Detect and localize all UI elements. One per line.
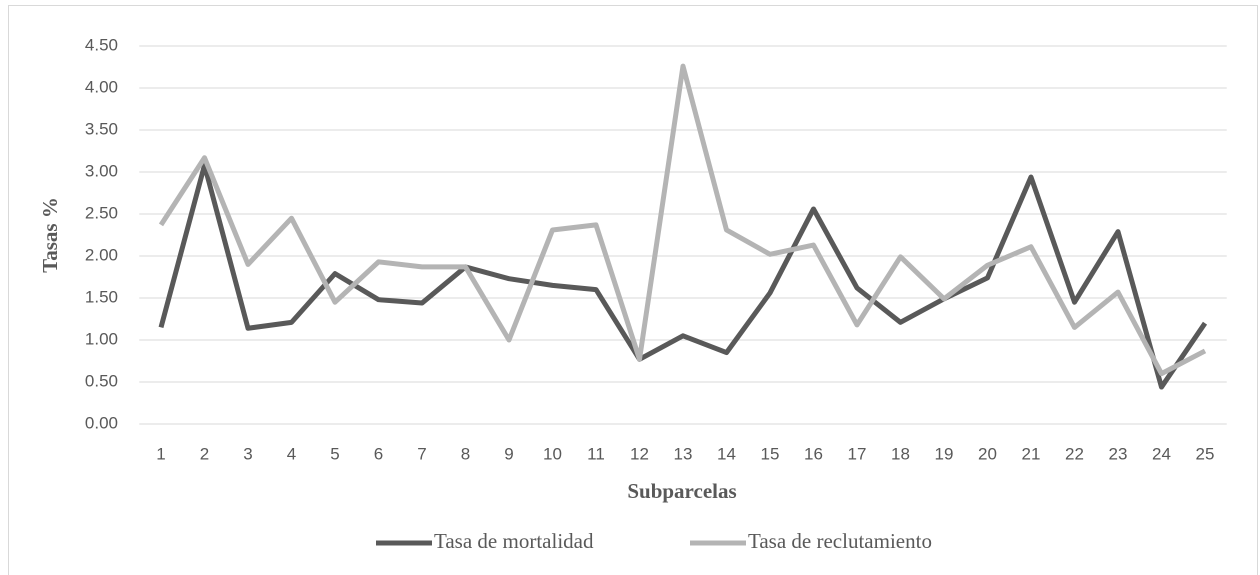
y-axis-title: Tasas % <box>38 197 62 273</box>
y-tick-label: 0.00 <box>85 413 118 432</box>
x-tick-label: 20 <box>978 444 997 463</box>
x-tick-label: 13 <box>674 444 693 463</box>
x-tick-label: 2 <box>200 444 209 463</box>
y-tick-label: 4.00 <box>85 77 118 96</box>
y-tick-label: 2.00 <box>85 245 118 264</box>
x-tick-label: 16 <box>804 444 823 463</box>
x-tick-label: 7 <box>417 444 426 463</box>
x-tick-label: 8 <box>461 444 470 463</box>
x-tick-label: 24 <box>1152 444 1171 463</box>
x-tick-label: 22 <box>1065 444 1084 463</box>
y-tick-label: 3.00 <box>85 161 118 180</box>
x-tick-label: 3 <box>243 444 252 463</box>
x-tick-label: 5 <box>330 444 339 463</box>
x-tick-label: 4 <box>287 444 296 463</box>
y-tick-label: 1.50 <box>85 287 118 306</box>
x-tick-label: 25 <box>1196 444 1215 463</box>
data-line <box>158 162 1208 390</box>
x-tick-label: 21 <box>1022 444 1041 463</box>
x-tick-label: 11 <box>587 444 605 463</box>
x-tick-label: 9 <box>504 444 513 463</box>
x-tick-label: 12 <box>630 444 649 463</box>
legend-label: Tasa de reclutamiento <box>748 529 932 553</box>
y-tick-label: 1.00 <box>85 329 118 348</box>
x-axis-title: Subparcelas <box>627 479 736 503</box>
legend-label: Tasa de mortalidad <box>434 529 594 553</box>
chart-border <box>8 5 1258 575</box>
y-tick-label: 3.50 <box>85 119 118 138</box>
data-line <box>158 63 1207 377</box>
x-tick-label: 19 <box>935 444 954 463</box>
x-tick-label: 6 <box>374 444 383 463</box>
x-tick-label: 18 <box>891 444 910 463</box>
y-tick-label: 0.50 <box>85 371 118 390</box>
x-tick-label: 17 <box>848 444 867 463</box>
x-tick-label: 1 <box>156 444 165 463</box>
x-tick-label: 15 <box>761 444 780 463</box>
x-tick-label: 10 <box>543 444 562 463</box>
y-tick-label: 4.50 <box>85 35 118 54</box>
x-tick-label: 14 <box>717 444 736 463</box>
y-tick-label: 2.50 <box>85 203 118 222</box>
x-tick-label: 23 <box>1109 444 1128 463</box>
